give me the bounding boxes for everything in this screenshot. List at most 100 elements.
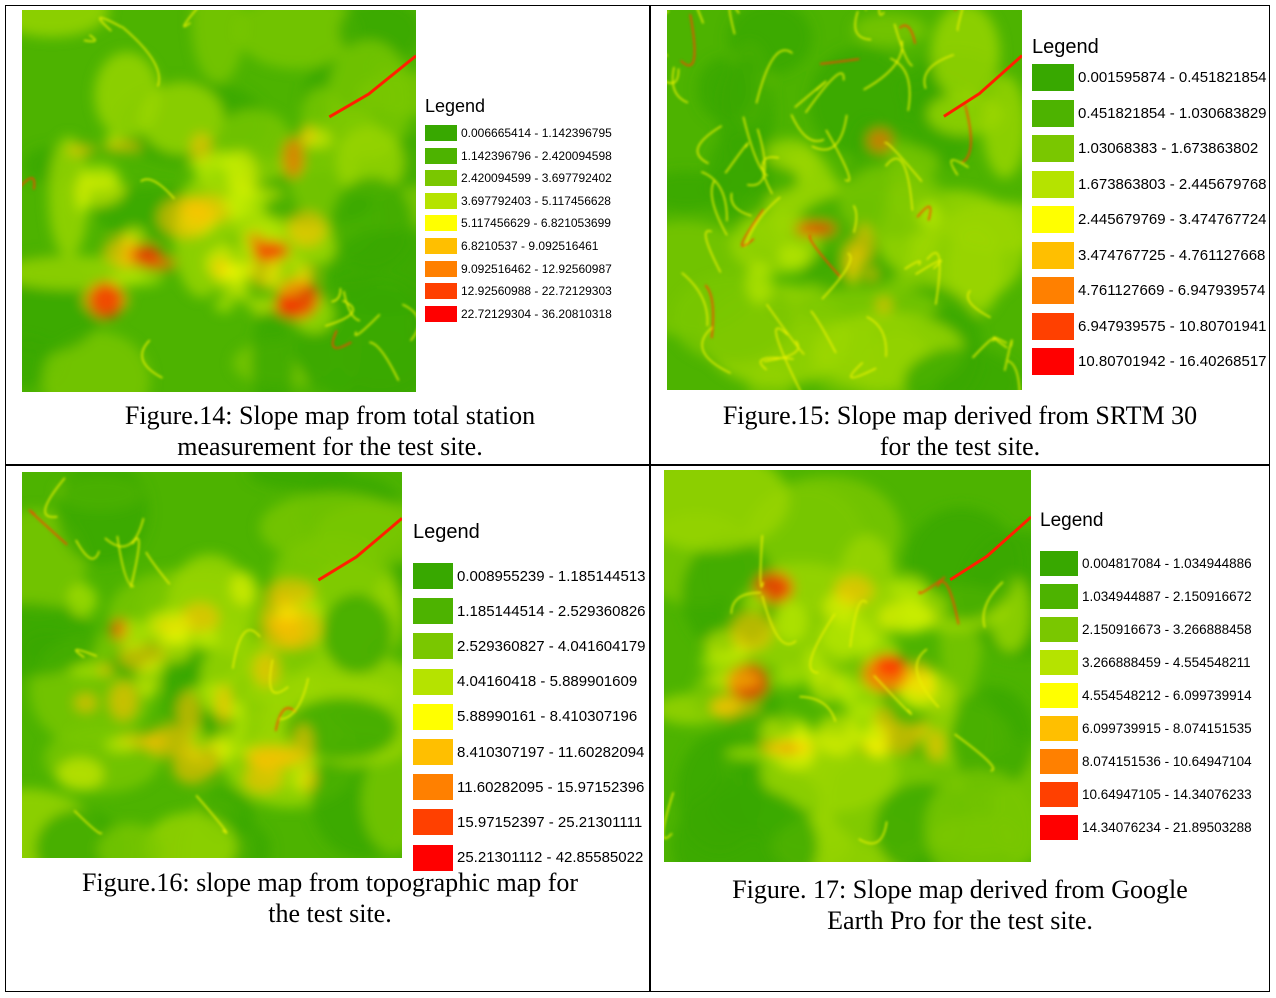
legend-swatch — [425, 125, 457, 141]
legend-swatch — [1040, 584, 1078, 609]
legend-label: 10.80701942 - 16.40268517 — [1078, 353, 1267, 370]
legend-label: 6.947939575 - 10.80701941 — [1078, 318, 1267, 335]
legend-row: 1.673863803 - 2.445679768 — [1032, 171, 1267, 198]
legend-label: 10.64947105 - 14.34076233 — [1082, 787, 1252, 802]
legend-row: 4.554548212 - 6.099739914 — [1040, 683, 1252, 708]
legend-swatch — [1040, 650, 1078, 675]
legend-row: 1.185144514 - 2.529360826 — [413, 598, 646, 624]
legend-label: 3.266888459 - 4.554548211 — [1082, 655, 1251, 670]
legend-row: 8.074151536 - 10.64947104 — [1040, 749, 1252, 774]
legend-swatch — [413, 633, 453, 659]
legend-label: 2.150916673 - 3.266888458 — [1082, 622, 1252, 637]
legend-label: 15.97152397 - 25.21301111 — [457, 814, 642, 831]
legend-label: 2.445679769 - 3.474767724 — [1078, 211, 1267, 228]
legend-row: 1.03068383 - 1.673863802 — [1032, 135, 1258, 162]
legend-swatch — [425, 306, 457, 322]
caption-line: the test site. — [10, 898, 650, 930]
legend-row: 12.92560988 - 22.72129303 — [425, 283, 612, 299]
legend-swatch — [425, 238, 457, 254]
legend-label: 12.92560988 - 22.72129303 — [461, 284, 612, 298]
legend-row: 9.092516462 - 12.92560987 — [425, 261, 612, 277]
legend-title: Legend — [1040, 510, 1103, 532]
caption-line: Figure. 17: Slope map derived from Googl… — [640, 874, 1276, 906]
legend-swatch — [1032, 313, 1074, 340]
legend-row: 5.88990161 - 8.410307196 — [413, 704, 637, 730]
legend-label: 8.074151536 - 10.64947104 — [1082, 754, 1252, 769]
legend-title: Legend — [413, 521, 480, 544]
legend-label: 2.420094599 - 3.697792402 — [461, 171, 612, 185]
legend-row: 0.004817084 - 1.034944886 — [1040, 551, 1252, 576]
legend-swatch — [413, 739, 453, 765]
legend-swatch — [1040, 815, 1078, 840]
legend-swatch — [413, 563, 453, 589]
caption-line: measurement for the test site. — [10, 431, 650, 463]
caption-line: Figure.15: Slope map derived from SRTM 3… — [640, 400, 1276, 432]
legend-row: 0.006665414 - 1.142396795 — [425, 125, 612, 141]
legend-label: 2.529360827 - 4.041604179 — [457, 638, 646, 655]
caption-line: Figure.16: slope map from topographic ma… — [10, 867, 650, 899]
legend-row: 3.266888459 - 4.554548211 — [1040, 650, 1251, 675]
legend-label: 11.60282095 - 15.97152396 — [457, 779, 644, 796]
legend-label: 22.72129304 - 36.20810318 — [461, 307, 612, 321]
legend-label: 0.451821854 - 1.030683829 — [1078, 105, 1267, 122]
legend-swatch — [1032, 348, 1074, 375]
legend-swatch — [425, 283, 457, 299]
legend-label: 3.697792403 - 5.117456628 — [461, 194, 611, 208]
legend-swatch — [1032, 206, 1074, 233]
legend-swatch — [413, 669, 453, 695]
slope-map — [664, 470, 1031, 862]
legend-label: 6.8210537 - 9.092516461 — [461, 239, 598, 253]
slope-map — [22, 472, 402, 858]
legend-swatch — [1040, 716, 1078, 741]
caption-line: Figure.14: Slope map from total station — [10, 400, 650, 432]
map-texture — [664, 470, 1031, 862]
legend-swatch — [425, 193, 457, 209]
map-texture — [667, 10, 1022, 390]
legend-row: 2.150916673 - 3.266888458 — [1040, 617, 1252, 642]
legend-swatch — [1032, 135, 1074, 162]
legend-swatch — [1032, 242, 1074, 269]
legend-row: 2.420094599 - 3.697792402 — [425, 170, 612, 186]
column-rule — [649, 5, 651, 992]
legend-swatch — [1040, 749, 1078, 774]
legend-swatch — [1032, 171, 1074, 198]
legend-label: 0.006665414 - 1.142396795 — [461, 126, 612, 140]
legend-row: 10.64947105 - 14.34076233 — [1040, 782, 1252, 807]
legend-row: 8.410307197 - 11.60282094 — [413, 739, 644, 765]
legend-swatch — [425, 148, 457, 164]
legend-row: 0.451821854 - 1.030683829 — [1032, 100, 1267, 127]
legend-label: 3.474767725 - 4.761127668 — [1078, 247, 1265, 264]
legend-swatch — [413, 598, 453, 624]
legend-swatch — [1040, 551, 1078, 576]
legend-row: 22.72129304 - 36.20810318 — [425, 306, 612, 322]
legend-row: 10.80701942 - 16.40268517 — [1032, 348, 1267, 375]
legend-row: 14.34076234 - 21.89503288 — [1040, 815, 1252, 840]
legend-swatch — [1032, 277, 1074, 304]
legend-swatch — [413, 809, 453, 835]
legend-swatch — [413, 774, 453, 800]
legend-label: 1.03068383 - 1.673863802 — [1078, 140, 1258, 157]
legend-swatch — [1040, 782, 1078, 807]
legend-row: 3.697792403 - 5.117456628 — [425, 193, 611, 209]
legend-swatch — [1040, 683, 1078, 708]
caption-line: Earth Pro for the test site. — [640, 905, 1276, 937]
legend-label: 0.001595874 - 0.451821854 — [1078, 69, 1267, 86]
legend-row: 3.474767725 - 4.761127668 — [1032, 242, 1265, 269]
legend-swatch — [1040, 617, 1078, 642]
legend-label: 8.410307197 - 11.60282094 — [457, 744, 644, 761]
legend-row: 5.117456629 - 6.821053699 — [425, 215, 611, 231]
legend-title: Legend — [425, 96, 485, 117]
legend-label: 25.21301112 - 42.85585022 — [457, 849, 643, 866]
legend-label: 0.008955239 - 1.185144513 — [457, 568, 646, 585]
legend-swatch — [425, 261, 457, 277]
legend-row: 4.04160418 - 5.889901609 — [413, 669, 637, 695]
legend-label: 1.185144514 - 2.529360826 — [457, 603, 646, 620]
caption-line: for the test site. — [640, 431, 1276, 463]
legend-label: 1.673863803 - 2.445679768 — [1078, 176, 1267, 193]
legend-row: 0.001595874 - 0.451821854 — [1032, 64, 1267, 91]
legend-label: 0.004817084 - 1.034944886 — [1082, 556, 1252, 571]
legend-label: 4.04160418 - 5.889901609 — [457, 673, 637, 690]
legend-row: 2.445679769 - 3.474767724 — [1032, 206, 1267, 233]
legend-title: Legend — [1032, 36, 1099, 59]
legend-row: 11.60282095 - 15.97152396 — [413, 774, 644, 800]
